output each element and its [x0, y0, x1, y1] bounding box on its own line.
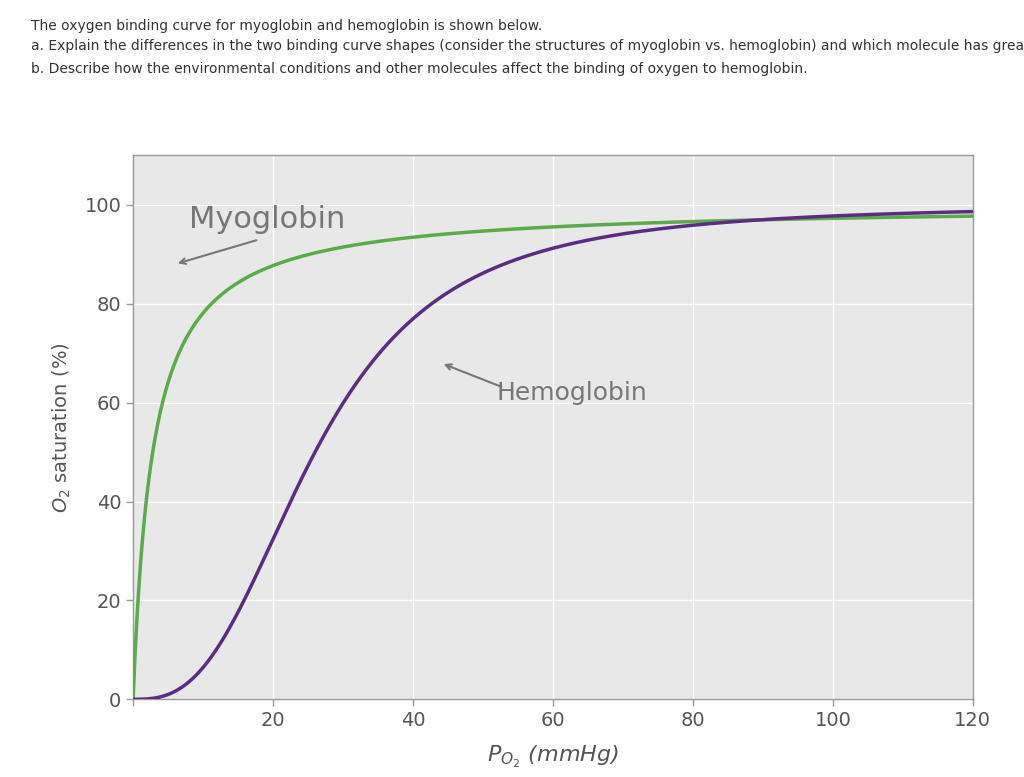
Text: a. Explain the differences in the two binding curve shapes (consider the structu: a. Explain the differences in the two bi…: [31, 39, 1024, 53]
Text: The oxygen binding curve for myoglobin and hemoglobin is shown below.: The oxygen binding curve for myoglobin a…: [31, 19, 542, 33]
Text: Hemoglobin: Hemoglobin: [497, 381, 648, 405]
Text: Myoglobin: Myoglobin: [189, 205, 345, 234]
Text: b. Describe how the environmental conditions and other molecules affect the bind: b. Describe how the environmental condit…: [31, 62, 807, 76]
X-axis label: $P_{O_2}$ (mmHg): $P_{O_2}$ (mmHg): [487, 744, 618, 770]
Y-axis label: $O_2$ saturation (%): $O_2$ saturation (%): [51, 342, 74, 513]
